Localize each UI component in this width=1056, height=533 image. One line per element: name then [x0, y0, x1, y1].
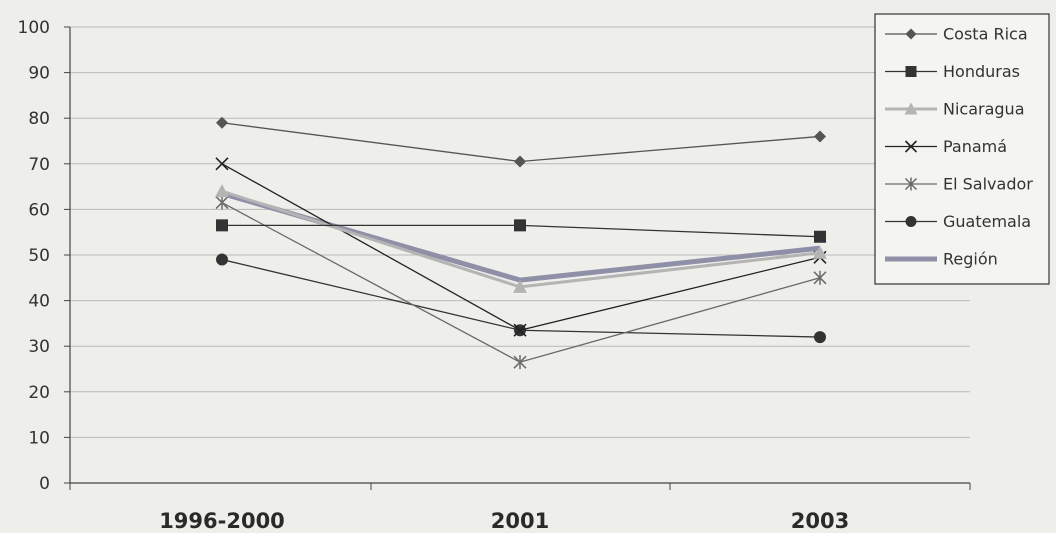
series-line	[221, 122, 821, 163]
data-point	[513, 355, 527, 370]
data-point	[905, 28, 917, 40]
y-tick-label: 60	[28, 200, 50, 220]
legend-label: Costa Rica	[943, 25, 1028, 44]
data-point	[814, 331, 826, 344]
data-point	[813, 245, 827, 259]
legend-item: Panamá	[885, 137, 1007, 156]
data-point	[216, 253, 228, 266]
data-point	[905, 66, 917, 77]
data-point	[813, 270, 827, 285]
data-point	[905, 216, 917, 227]
legend-label: Guatemala	[943, 212, 1031, 231]
legend-box	[874, 13, 1050, 285]
legend-item: Honduras	[885, 62, 1020, 81]
series-regi-n	[221, 191, 821, 283]
y-tick-label: 80	[28, 109, 50, 129]
legend-item: Región	[885, 250, 998, 269]
data-point	[514, 155, 526, 168]
data-point	[904, 177, 918, 191]
legend-label: Honduras	[943, 62, 1020, 81]
legend-item: Guatemala	[885, 212, 1031, 231]
y-tick-label: 10	[28, 428, 50, 448]
series-el-salvador	[215, 195, 827, 370]
data-point	[514, 219, 526, 232]
series-honduras	[216, 219, 826, 243]
data-point	[215, 184, 229, 198]
data-point	[814, 230, 826, 243]
data-point	[814, 130, 826, 143]
gridlines	[70, 26, 970, 438]
series-group	[215, 116, 827, 370]
x-tick-label: 2003	[791, 509, 849, 533]
legend-item: Nicaragua	[885, 100, 1025, 119]
y-axis-ticks: 0 10 20 30 40 50 60 70 80 90 100	[18, 18, 70, 494]
y-tick-label: 50	[28, 246, 50, 266]
legend-label: Región	[943, 250, 998, 269]
data-point	[904, 140, 918, 153]
series-costa-rica	[216, 116, 826, 168]
data-point	[216, 116, 228, 129]
x-tick-label: 1996-2000	[159, 509, 285, 533]
marker-stroke	[513, 323, 527, 337]
legend: Costa Rica Honduras Nicaragua Panamá El Salv…	[874, 13, 1050, 285]
legend-item: Costa Rica	[885, 25, 1028, 44]
series-nicaragua	[215, 184, 827, 293]
y-tick-label: 100	[18, 18, 50, 38]
data-point	[904, 102, 918, 115]
series-line	[221, 163, 821, 331]
y-tick-label: 90	[28, 64, 50, 84]
legend-label: Panamá	[943, 137, 1007, 156]
series-line	[221, 189, 821, 289]
data-point	[216, 219, 228, 232]
marker-stroke	[215, 157, 229, 171]
y-tick-label: 70	[28, 155, 50, 175]
data-point	[513, 279, 527, 293]
marker-stroke	[904, 140, 918, 153]
legend-label: Nicaragua	[943, 100, 1025, 119]
series-line	[221, 191, 821, 283]
data-point	[513, 323, 527, 337]
x-axis-ticks: 1996-2000 2001 2003	[69, 483, 971, 533]
legend-label: El Salvador	[943, 175, 1033, 194]
data-point	[215, 195, 229, 210]
data-point	[215, 157, 229, 171]
series-panam-	[215, 157, 827, 337]
y-tick-label: 30	[28, 337, 50, 357]
x-tick-label: 2001	[491, 509, 549, 533]
y-tick-label: 20	[28, 383, 50, 403]
legend-item: El Salvador	[885, 175, 1033, 194]
y-tick-label: 40	[28, 292, 50, 312]
y-tick-label: 0	[39, 474, 50, 494]
